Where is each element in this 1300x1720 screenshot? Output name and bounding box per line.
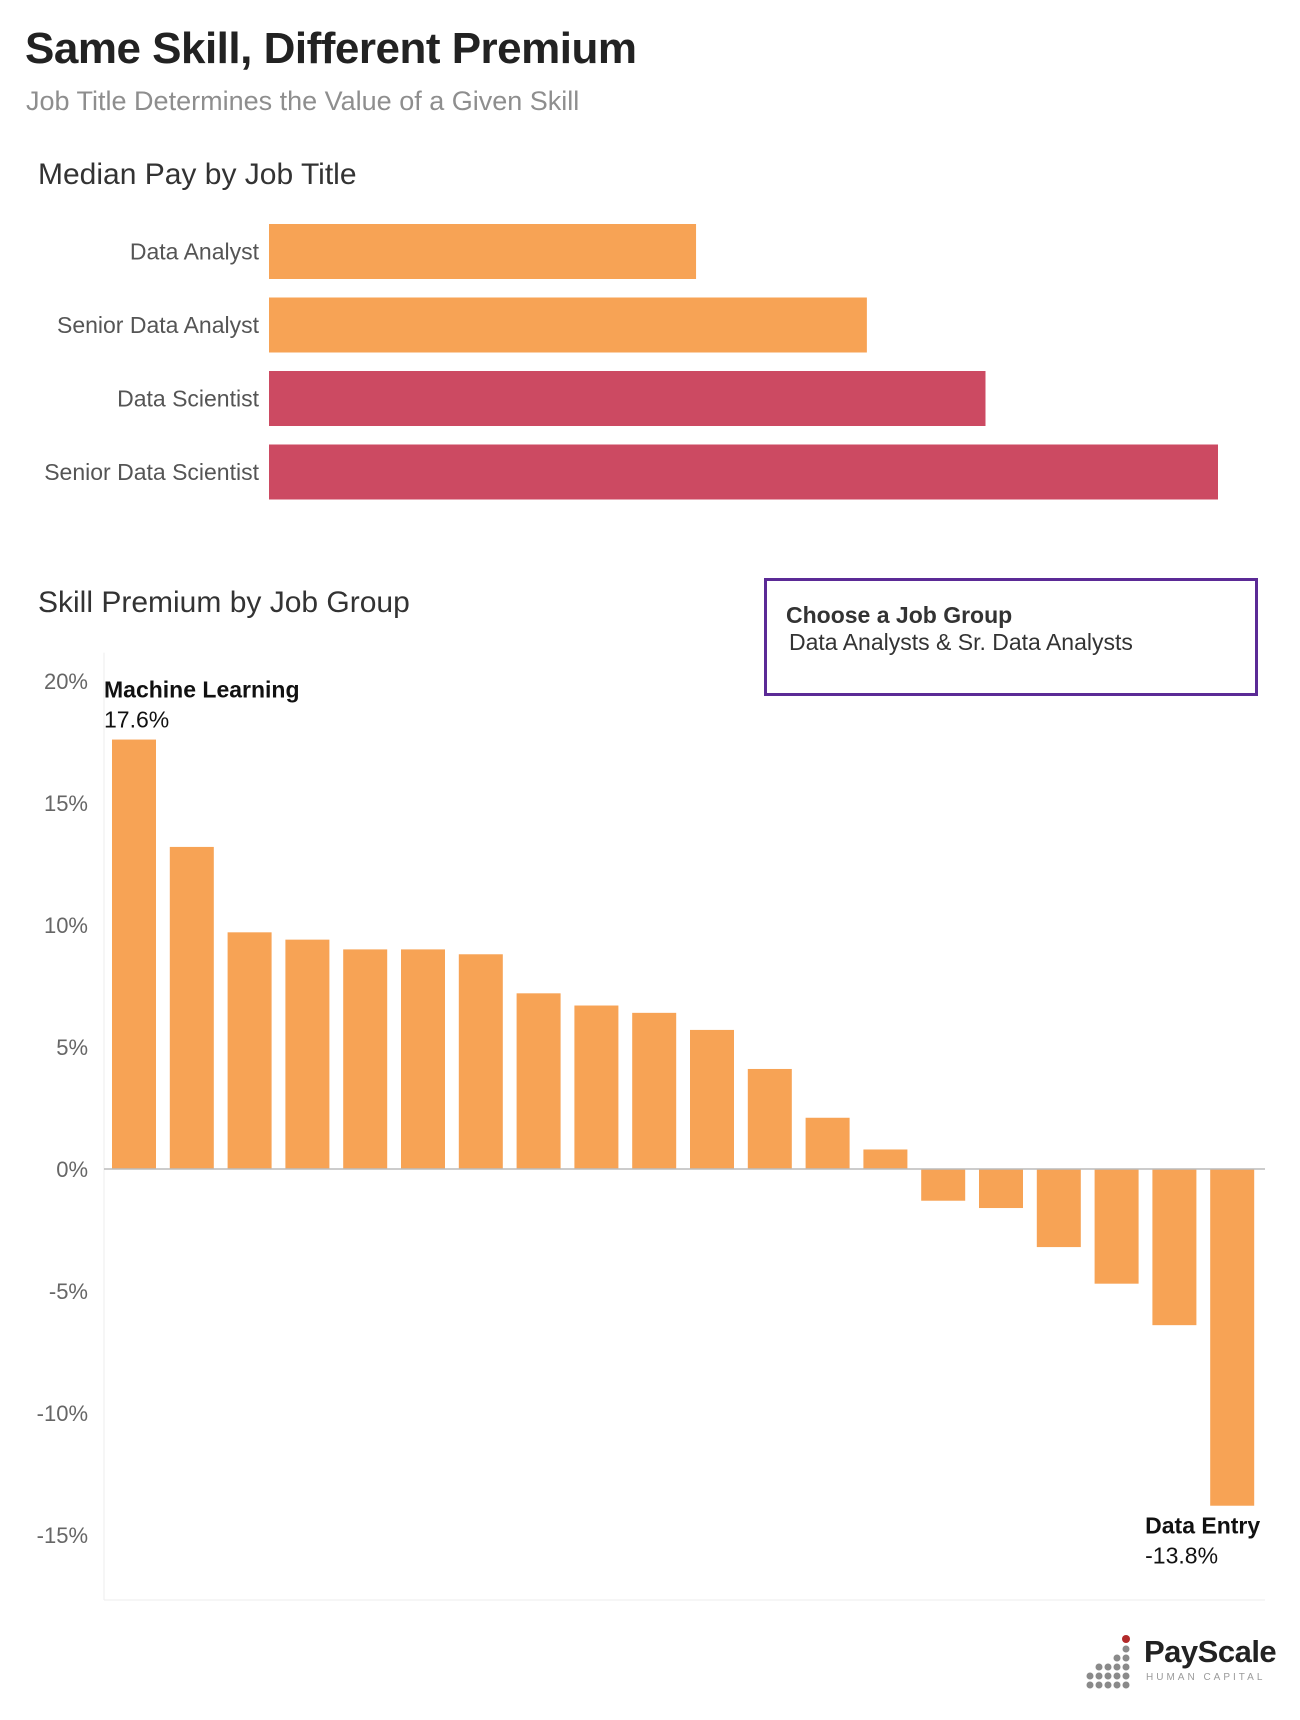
skill-premium-chart: 20% 15% 10% 5% 0% -5% -10% -15% Machine Learning… — [37, 652, 1265, 1601]
skill-premium-bar — [863, 1149, 908, 1169]
page-subtitle: Job Title Determines the Value of a Give… — [26, 86, 580, 116]
job-group-selector[interactable]: Choose a Job Group Data Analysts & Sr. D… — [764, 578, 1258, 696]
payscale-logo-name: PayScale — [1144, 1634, 1277, 1669]
bar-annotation-label: Data Entry — [1145, 1513, 1260, 1539]
payscale-logo-tagline: HUMAN CAPITAL — [1146, 1672, 1266, 1683]
y-tick-label: 20% — [44, 669, 88, 694]
job-title-label: Senior Data Scientist — [44, 459, 259, 485]
y-tick-label: -15% — [37, 1523, 88, 1548]
skill-premium-bar — [805, 1117, 850, 1169]
skill-premium-bar — [1210, 1169, 1255, 1506]
skill-premium-bar — [632, 1012, 677, 1169]
skill-premium-bar — [169, 846, 214, 1169]
skill-premium-bar — [1152, 1169, 1197, 1326]
skill-premium-bar — [1094, 1169, 1139, 1284]
y-tick-label: 10% — [44, 913, 88, 938]
y-tick-label: -10% — [37, 1401, 88, 1426]
skill-premium-bar — [690, 1029, 734, 1169]
payscale-logo: PayScale HUMAN CAPITAL — [1080, 1622, 1280, 1702]
skill-premium-bar — [458, 954, 503, 1169]
skill-premium-bar — [921, 1169, 966, 1201]
median-pay-bar — [269, 224, 697, 279]
median-pay-chart: Data Analyst Senior Data Analyst Data Scie… — [44, 224, 1218, 500]
bar-annotation-value: -13.8% — [1145, 1543, 1218, 1569]
payscale-logo-icon — [1086, 1635, 1130, 1689]
bar-annotation-label: Machine Learning — [104, 677, 300, 703]
skill-premium-bar — [516, 993, 561, 1169]
y-tick-label: 0% — [56, 1157, 88, 1182]
skill-premium-bar — [227, 932, 272, 1169]
skill-premium-bar — [979, 1169, 1023, 1209]
skill-premium-bar — [343, 949, 388, 1169]
skill-premium-bar — [401, 949, 445, 1169]
job-title-label: Data Analyst — [130, 239, 260, 265]
median-pay-bar — [269, 297, 867, 353]
bar-annotation-value: 17.6% — [104, 707, 169, 733]
skill-premium-bar — [112, 739, 156, 1169]
selector-value[interactable]: Data Analysts & Sr. Data Analysts — [789, 629, 1133, 655]
skill-premium-bar — [1036, 1169, 1081, 1248]
skill-premium-bar — [574, 1005, 619, 1169]
skill-premium-bar — [747, 1068, 792, 1169]
median-pay-bar — [269, 444, 1218, 500]
selector-label: Choose a Job Group — [786, 602, 1013, 628]
page-title: Same Skill, Different Premium — [25, 24, 637, 73]
median-pay-title: Median Pay by Job Title — [38, 158, 357, 191]
y-tick-label: 15% — [44, 791, 88, 816]
job-title-label: Senior Data Analyst — [57, 312, 260, 338]
y-tick-label: -5% — [49, 1279, 88, 1304]
skill-premium-bar — [285, 939, 330, 1169]
skill-premium-title: Skill Premium by Job Group — [38, 586, 410, 619]
median-pay-bar — [269, 371, 986, 426]
y-tick-label: 5% — [56, 1035, 88, 1060]
job-title-label: Data Scientist — [117, 386, 260, 412]
